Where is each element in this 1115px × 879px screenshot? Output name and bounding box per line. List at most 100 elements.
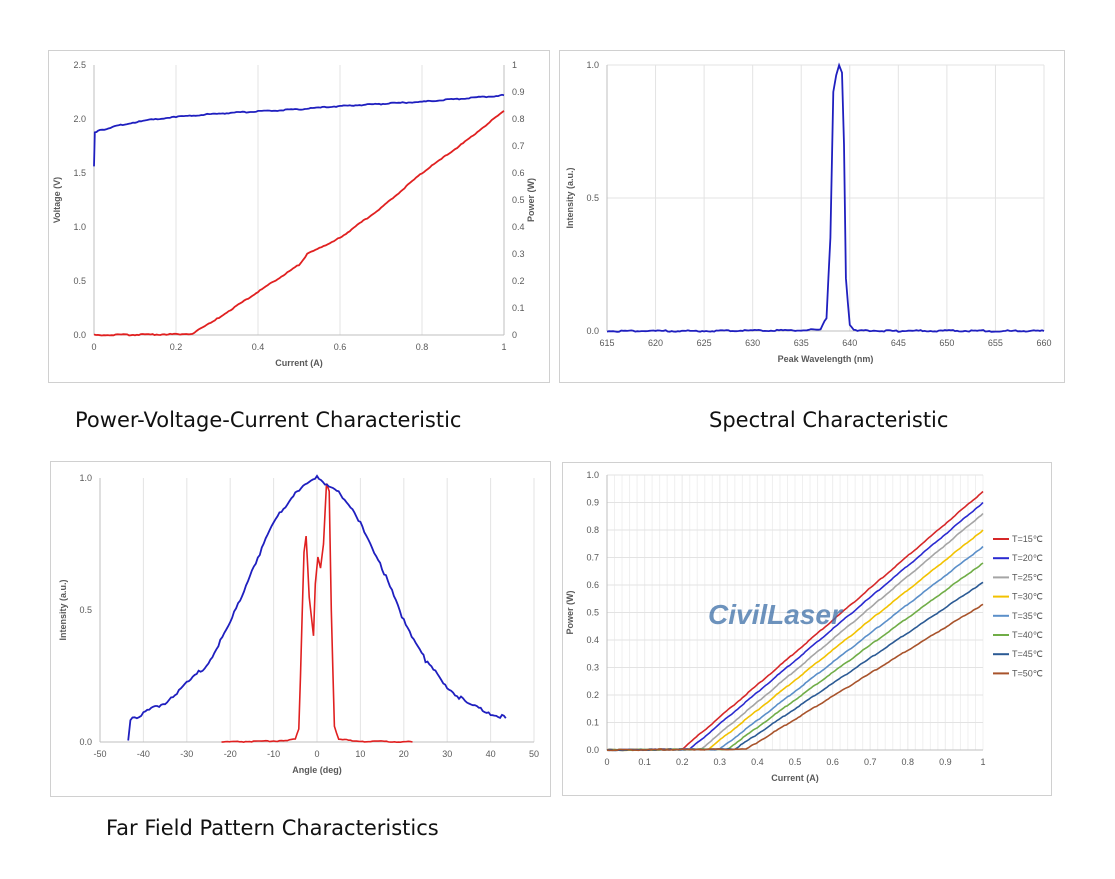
y-tick-label: 0.9 <box>586 498 599 508</box>
x-tick-label: 40 <box>486 749 496 759</box>
y-tick-label: 1.0 <box>586 470 599 480</box>
x-tick-label: -20 <box>224 749 237 759</box>
y-axis-title: Voltage (V) <box>52 177 62 223</box>
x-tick-label: 0.5 <box>789 757 802 767</box>
y-axis-title: Intensity (a.u.) <box>58 579 68 640</box>
legend-label: T=35℃ <box>1012 611 1043 621</box>
temperature-chart-panel: 0 0.1 0.2 0.3 0.4 0.5 0.6 0.7 0.8 0.9 1 0.0 0.1 0.2 0.… <box>562 462 1052 796</box>
x-tick-label: 0 <box>314 749 319 759</box>
spectral-chart-panel: 615 620 625 630 635 640 645 650 655 660 0.0 0.5 1.0 P… <box>559 50 1065 383</box>
x-tick-label: -10 <box>267 749 280 759</box>
y-tick-label: 0.4 <box>586 635 599 645</box>
y2-tick-label: 0.4 <box>512 222 525 232</box>
y-tick-label: 0.7 <box>586 553 599 563</box>
x-tick-label: 1 <box>980 757 985 767</box>
x-tick-label: 645 <box>891 338 906 348</box>
x-tick-label: 0 <box>604 757 609 767</box>
x-axis-title: Peak Wavelength (nm) <box>778 354 874 364</box>
y2-tick-label: 0.6 <box>512 168 525 178</box>
y-tick-label: 2.5 <box>73 60 86 70</box>
x-tick-label: 0.2 <box>170 342 183 352</box>
x-tick-label: 640 <box>842 338 857 348</box>
x-tick-label: 0.9 <box>939 757 952 767</box>
x-tick-label: 0.8 <box>902 757 915 767</box>
x-tick-label: -30 <box>180 749 193 759</box>
x-tick-label: -50 <box>93 749 106 759</box>
pvi-chart-panel: 0 0.2 0.4 0.6 0.8 1 0.0 0.5 1.0 1.5 2.0 2.5 Current … <box>48 50 550 383</box>
y2-tick-label: 0.3 <box>512 249 525 259</box>
y-tick-label: 2.0 <box>73 114 86 124</box>
y-tick-label: 1.5 <box>73 168 86 178</box>
y-tick-label: 0.5 <box>73 276 86 286</box>
x-axis-title: Current (A) <box>275 358 323 368</box>
spectral-chart: 615 620 625 630 635 640 645 650 655 660 0.0 0.5 1.0 P… <box>565 60 1052 364</box>
x-tick-label: 0.7 <box>864 757 877 767</box>
y-tick-label: 0.8 <box>586 525 599 535</box>
legend-label: T=15℃ <box>1012 534 1043 544</box>
farfield-chart: -50 -40 -30 -20 -10 0 10 20 30 40 50 0.0 0.5 1.0 Angle… <box>58 473 539 775</box>
x-tick-label: 620 <box>648 338 663 348</box>
x-tick-label: 1 <box>501 342 506 352</box>
y-tick-label: 0.2 <box>586 690 599 700</box>
power-series-line <box>93 110 505 337</box>
x-axis-title: Current (A) <box>771 773 819 783</box>
x-tick-label: 20 <box>399 749 409 759</box>
y-tick-label: 1.0 <box>73 222 86 232</box>
x-tick-label: -40 <box>137 749 150 759</box>
x-tick-label: 0 <box>91 342 96 352</box>
voltage-series-line <box>93 93 505 167</box>
y2-tick-label: 0.2 <box>512 276 525 286</box>
x-tick-label: 0.4 <box>751 757 764 767</box>
fast-axis-series-line <box>127 474 507 741</box>
pvi-caption: Power-Voltage-Current Characteristic <box>75 408 462 432</box>
y-tick-label: 0.5 <box>586 608 599 618</box>
y-tick-label: 0.0 <box>73 330 86 340</box>
y2-tick-label: 0.1 <box>512 303 525 313</box>
x-tick-label: 0.8 <box>416 342 429 352</box>
temperature-chart: 0 0.1 0.2 0.3 0.4 0.5 0.6 0.7 0.8 0.9 1 0.0 0.1 0.2 0.… <box>565 470 1043 783</box>
legend-label: T=45℃ <box>1012 649 1043 659</box>
legend-label: T=25℃ <box>1012 572 1043 582</box>
x-tick-label: 615 <box>599 338 614 348</box>
spectrum-series-line <box>606 62 1045 333</box>
x-tick-label: 655 <box>988 338 1003 348</box>
x-tick-label: 30 <box>442 749 452 759</box>
legend-label: T=50℃ <box>1012 668 1043 678</box>
y-tick-label: 0.6 <box>586 580 599 590</box>
x-tick-label: 0.6 <box>826 757 839 767</box>
y-tick-label: 0.1 <box>586 718 599 728</box>
y2-tick-label: 0.8 <box>512 114 525 124</box>
y-tick-label: 0.5 <box>586 193 599 203</box>
y2-tick-label: 0.5 <box>512 195 525 205</box>
y-tick-label: 1.0 <box>79 473 92 483</box>
pvi-chart: 0 0.2 0.4 0.6 0.8 1 0.0 0.5 1.0 1.5 2.0 2.5 Current … <box>52 60 536 368</box>
farfield-caption: Far Field Pattern Characteristics <box>106 816 439 840</box>
y-tick-label: 0.5 <box>79 605 92 615</box>
x-tick-label: 0.2 <box>676 757 689 767</box>
x-tick-label: 630 <box>745 338 760 348</box>
x-tick-label: 10 <box>355 749 365 759</box>
y2-axis-title: Power (W) <box>526 178 536 222</box>
x-tick-label: 650 <box>939 338 954 348</box>
y-axis-title: Power (W) <box>565 590 575 634</box>
y-tick-label: 0.0 <box>79 737 92 747</box>
x-tick-label: 0.4 <box>252 342 265 352</box>
x-tick-label: 660 <box>1036 338 1051 348</box>
legend-label: T=30℃ <box>1012 592 1043 602</box>
y2-tick-label: 0.7 <box>512 141 525 151</box>
y-tick-label: 0.3 <box>586 663 599 673</box>
slow-axis-series-line <box>221 483 413 744</box>
x-axis-title: Angle (deg) <box>292 765 342 775</box>
legend-label: T=20℃ <box>1012 553 1043 563</box>
civillaser-watermark: CivilLaser <box>708 599 844 630</box>
x-tick-label: 0.1 <box>638 757 651 767</box>
y-tick-label: 0.0 <box>586 326 599 336</box>
farfield-chart-panel: -50 -40 -30 -20 -10 0 10 20 30 40 50 0.0 0.5 1.0 Angle… <box>50 461 551 797</box>
x-tick-label: 0.6 <box>334 342 347 352</box>
series-line-8 <box>606 603 984 752</box>
y2-tick-label: 0.9 <box>512 87 525 97</box>
y-axis-title: Intensity (a.u.) <box>565 167 575 228</box>
y-tick-label: 0.0 <box>586 745 599 755</box>
y-tick-label: 1.0 <box>586 60 599 70</box>
y2-tick-label: 0 <box>512 330 517 340</box>
